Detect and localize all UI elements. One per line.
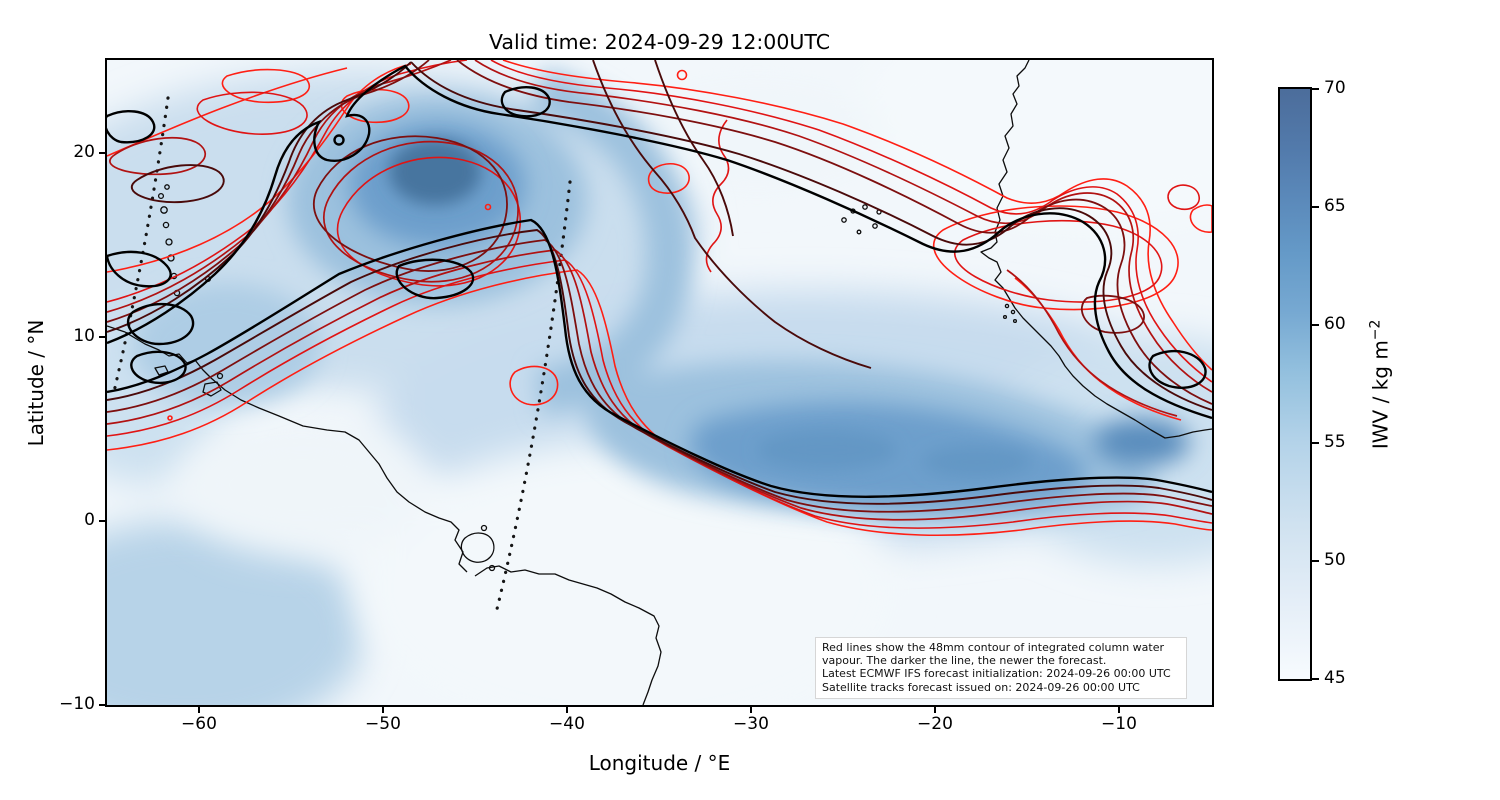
x-tick-label: −20 (917, 714, 953, 734)
colorbar-tick-mark (1312, 560, 1319, 562)
colorbar-label: IWV / kg m−2 (1368, 294, 1393, 474)
contour-newest-black (107, 64, 1212, 498)
coastline (107, 60, 1212, 705)
x-tick-mark (934, 705, 936, 713)
colorbar-tick-mark (1312, 442, 1319, 444)
x-tick-label: −50 (365, 714, 401, 734)
y-tick-mark (99, 152, 107, 154)
y-tick-label: 0 (84, 510, 95, 530)
colorbar (1278, 87, 1312, 681)
y-tick-label: −10 (59, 694, 95, 714)
map-axes: Red lines show the 48mm contour of integ… (105, 58, 1214, 707)
map-canvas (107, 60, 1212, 705)
colorbar-tick-mark (1312, 88, 1319, 90)
x-tick-mark (750, 705, 752, 713)
forecast-annotation: Red lines show the 48mm contour of integ… (815, 637, 1187, 699)
colorbar-label-exponent: −2 (1367, 319, 1384, 341)
x-tick-mark (382, 705, 384, 713)
colorbar-tick-mark (1312, 324, 1319, 326)
plot-title: Valid time: 2024-09-29 12:00UTC (488, 30, 831, 54)
colorbar-tick-mark (1312, 678, 1319, 680)
y-axis-label: Latitude / °N (24, 319, 48, 447)
x-tick-label: −30 (733, 714, 769, 734)
x-axis-label: Longitude / °E (588, 751, 731, 775)
x-tick-mark (566, 705, 568, 713)
y-tick-mark (99, 704, 107, 706)
annotation-line-2: vapour. The darker the line, the newer t… (822, 654, 1107, 668)
annotation-line-4: Satellite tracks forecast issued on: 202… (822, 680, 1140, 694)
satellite-track-central (495, 180, 572, 611)
x-tick-mark (198, 705, 200, 713)
colorbar-tick-label: 65 (1324, 196, 1346, 216)
x-tick-label: −60 (181, 714, 217, 734)
x-tick-label: −10 (1101, 714, 1137, 734)
colorbar-tick-label: 55 (1324, 432, 1346, 452)
x-tick-label: −40 (549, 714, 585, 734)
y-tick-label: 10 (73, 326, 95, 346)
y-tick-label: 20 (73, 142, 95, 162)
x-tick-mark (1118, 705, 1120, 713)
colorbar-label-text: IWV / kg m (1368, 340, 1393, 450)
y-tick-mark (99, 336, 107, 338)
annotation-line-3: Latest ECMWF IFS forecast initialization… (822, 667, 1171, 681)
annotation-line-1: Red lines show the 48mm contour of integ… (822, 641, 1164, 654)
colorbar-tick-label: 45 (1324, 668, 1346, 688)
contour-gen5 (107, 60, 1212, 505)
y-tick-mark (99, 520, 107, 522)
iwv-field (107, 60, 1212, 705)
colorbar-tick-label: 60 (1324, 314, 1346, 334)
colorbar-tick-label: 50 (1324, 550, 1346, 570)
colorbar-tick-label: 70 (1324, 78, 1346, 98)
colorbar-tick-mark (1312, 206, 1319, 208)
